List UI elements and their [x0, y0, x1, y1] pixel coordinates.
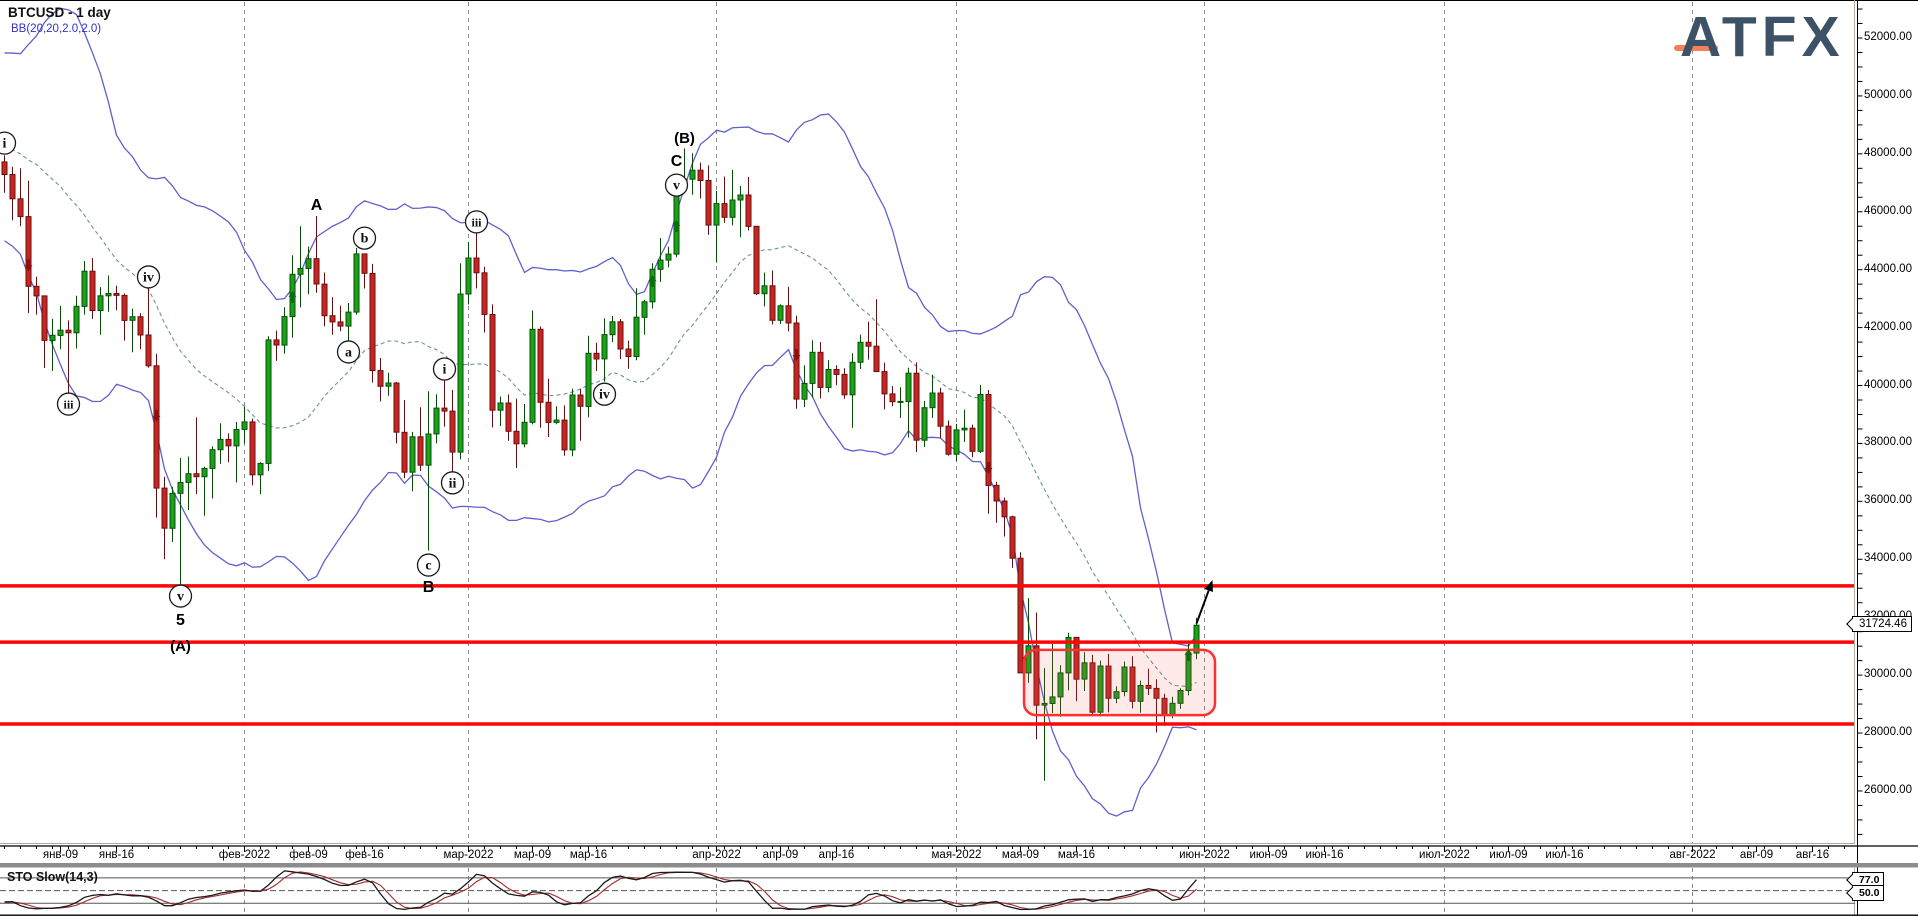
price-axis-label: 38000.00: [1864, 436, 1912, 449]
date-axis-label: июн-16: [1305, 849, 1344, 861]
date-axis-label: мая-2022: [931, 849, 982, 861]
date-axis-label: авг-2022: [1669, 849, 1716, 861]
date-axis-label: мая-16: [1057, 849, 1096, 861]
svg-text:(A): (A): [170, 638, 191, 655]
date-axis-label: мар-09: [513, 849, 552, 861]
sto-indicator-label: STO Slow(14,3): [7, 870, 98, 884]
svg-text:B: B: [423, 579, 435, 596]
buy-arrow-icon: [672, 219, 681, 232]
sell-arrow-icon: [24, 259, 33, 272]
price-axis-label: 46000.00: [1864, 204, 1912, 217]
buy-arrow-icon: [1184, 648, 1193, 661]
svg-text:v: v: [673, 179, 680, 194]
date-axis-label: июн-09: [1249, 849, 1288, 861]
sto-indicator: [0, 870, 1855, 911]
date-axis-label: мар-2022: [443, 849, 494, 861]
buy-arrow-icon: [648, 274, 657, 287]
svg-text:a: a: [345, 345, 352, 360]
sto-level-tag: 50.0: [1852, 884, 1885, 901]
sto-value-tag: 77.0: [1852, 871, 1885, 888]
date-axis-label: июл-09: [1489, 849, 1528, 861]
date-axis-label: янв-09: [42, 849, 79, 861]
price-axis-label: 52000.00: [1864, 31, 1912, 43]
price-axis-label: 28000.00: [1864, 726, 1912, 739]
date-axis-label: апр-16: [818, 849, 855, 861]
candles: [1, 148, 1200, 781]
price-axis-label: 44000.00: [1864, 262, 1912, 275]
svg-text:c: c: [425, 559, 431, 574]
signal-arrows: [24, 219, 1193, 661]
price-axis-label: 26000.00: [1864, 783, 1912, 796]
symbol-title: BTCUSD - 1 day: [8, 5, 111, 20]
date-axis-label: июл-2022: [1419, 849, 1470, 861]
date-axis-label: апр-2022: [692, 849, 741, 861]
svg-text:i: i: [3, 137, 7, 152]
sell-arrow-icon: [792, 349, 801, 362]
date-axis-label: апр-09: [762, 849, 799, 861]
price-axis-label: 30000.00: [1864, 668, 1912, 681]
current-price-tag: 31724.46: [1852, 616, 1912, 632]
svg-text:v: v: [177, 590, 184, 605]
date-axis-label: фев-16: [345, 849, 384, 861]
date-axis-label: авг-09: [1739, 849, 1774, 861]
buy-arrow-icon: [288, 290, 297, 303]
date-axis-label: фев-09: [289, 849, 328, 861]
price-axis-label: 50000.00: [1864, 88, 1912, 101]
svg-text:ii: ii: [449, 476, 457, 491]
svg-text:(B): (B): [674, 130, 695, 147]
price-axis-label: 40000.00: [1864, 378, 1912, 391]
breakout-arrow[interactable]: [1195, 580, 1213, 624]
sell-arrow-icon: [152, 409, 161, 422]
svg-text:A: A: [311, 197, 323, 214]
consolidation-box[interactable]: [1022, 648, 1217, 717]
svg-text:iii: iii: [471, 215, 482, 229]
atfx-logo-accent-bar: [1674, 45, 1718, 51]
price-axis-label: 36000.00: [1864, 494, 1912, 507]
date-axis-label: авг-16: [1795, 849, 1830, 861]
date-axis-label: мар-16: [569, 849, 608, 861]
atfx-logo-text: ATFX: [1680, 5, 1845, 69]
svg-text:iv: iv: [599, 388, 610, 403]
price-axis-label: 34000.00: [1864, 552, 1912, 565]
svg-text:i: i: [443, 363, 447, 378]
atfx-logo: ATFX: [1674, 4, 1845, 70]
svg-text:5: 5: [176, 612, 185, 629]
svg-text:iii: iii: [63, 398, 74, 412]
date-axis-label: июл-16: [1545, 849, 1584, 861]
sell-arrow-icon: [984, 462, 993, 475]
svg-text:iv: iv: [143, 270, 154, 285]
svg-text:b: b: [361, 232, 369, 247]
svg-text:C: C: [671, 153, 683, 170]
date-axis-label: мая-09: [1001, 849, 1040, 861]
bollinger-bands: [4, 7, 1198, 817]
price-axis-label: 48000.00: [1864, 146, 1912, 159]
bollinger-indicator-label: BB(20,20,2.0,2.0): [11, 23, 102, 35]
date-axis-label: июн-2022: [1179, 849, 1230, 861]
date-axis-label: фев-2022: [218, 849, 271, 861]
support-resistance-lines[interactable]: [0, 584, 1855, 726]
price-axis-label: 42000.00: [1864, 320, 1912, 333]
sto-main-line: [4, 870, 1197, 911]
date-axis-label: янв-16: [98, 849, 135, 861]
